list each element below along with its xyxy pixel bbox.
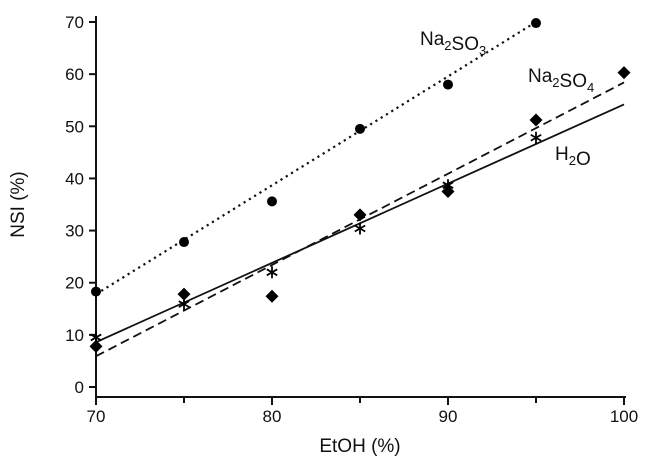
x-tick-label: 100 (610, 407, 638, 426)
point-asterisk (178, 298, 190, 311)
x-tick-label: 90 (439, 407, 458, 426)
point-diamond (265, 289, 279, 303)
series-label-1: Na2SO3 (420, 29, 486, 58)
y-tick-label: 10 (65, 326, 84, 345)
y-tick-label: 50 (65, 117, 84, 136)
point-diamond (441, 184, 455, 198)
point-asterisk (354, 222, 366, 235)
point-diamond (353, 208, 367, 222)
point-diamond (177, 287, 191, 301)
series-labels: Na2SO3 Na2SO4 H2O (420, 29, 594, 170)
y-tick-label: 20 (65, 274, 84, 293)
x-tick-label: 80 (263, 407, 282, 426)
point-diamond (529, 113, 543, 127)
point-asterisk (442, 179, 454, 192)
data-points (89, 18, 631, 353)
series-label-3: H2O (555, 144, 591, 170)
axes: 0 10 20 30 40 50 60 70 70 80 90 100 (65, 13, 638, 426)
point-circle (443, 79, 453, 90)
y-axis-label: NSI (%) (8, 171, 29, 238)
point-circle (179, 237, 189, 248)
point-circle (531, 18, 541, 29)
point-diamond (617, 66, 631, 80)
x-tick-label: 70 (87, 407, 106, 426)
y-tick-label: 0 (75, 378, 84, 397)
point-diamond (89, 339, 103, 353)
y-tick-label: 30 (65, 222, 84, 241)
point-asterisk (530, 131, 542, 144)
fit-line-series-1 (95, 21, 537, 296)
y-tick-label: 70 (65, 13, 84, 32)
point-circle (267, 196, 277, 207)
y-tick-label: 60 (65, 65, 84, 84)
x-axis-label: EtOH (%) (319, 436, 400, 457)
point-circle (355, 123, 365, 134)
point-asterisk (266, 266, 278, 279)
point-asterisk (90, 331, 102, 344)
point-circle (91, 286, 101, 297)
series-label-2: Na2SO4 (528, 66, 594, 95)
y-tick-label: 40 (65, 169, 84, 188)
